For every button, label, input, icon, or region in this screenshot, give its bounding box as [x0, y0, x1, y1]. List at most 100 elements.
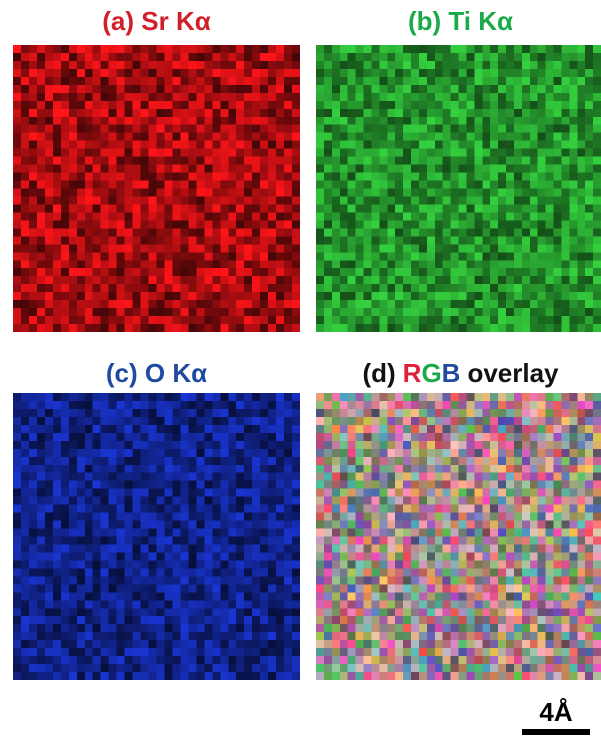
map-pixel	[228, 457, 236, 465]
map-pixel	[316, 141, 324, 149]
map-pixel	[117, 165, 125, 173]
map-pixel	[77, 85, 85, 93]
map-pixel	[474, 529, 482, 537]
map-pixel	[172, 109, 180, 117]
map-pixel	[29, 393, 37, 401]
map-pixel	[593, 133, 601, 141]
map-pixel	[427, 584, 435, 592]
map-pixel	[371, 85, 379, 93]
map-pixel	[364, 196, 372, 204]
map-pixel	[546, 316, 554, 324]
map-pixel	[69, 292, 77, 300]
map-pixel	[37, 69, 45, 77]
map-pixel	[53, 77, 61, 85]
map-pixel	[474, 537, 482, 545]
map-pixel	[395, 117, 403, 125]
map-pixel	[395, 521, 403, 529]
map-pixel	[490, 93, 498, 101]
map-pixel	[276, 497, 284, 505]
map-pixel	[101, 212, 109, 220]
map-pixel	[212, 560, 220, 568]
map-pixel	[93, 616, 101, 624]
map-pixel	[125, 672, 133, 680]
map-pixel	[435, 93, 443, 101]
map-pixel	[395, 252, 403, 260]
map-pixel	[593, 616, 601, 624]
map-pixel	[125, 600, 133, 608]
map-pixel	[427, 204, 435, 212]
map-pixel	[13, 417, 21, 425]
map-pixel	[85, 409, 93, 417]
map-pixel	[530, 149, 538, 157]
map-pixel	[69, 276, 77, 284]
map-pixel	[538, 552, 546, 560]
map-pixel	[29, 260, 37, 268]
map-pixel	[490, 236, 498, 244]
map-pixel	[443, 544, 451, 552]
map-pixel	[395, 513, 403, 521]
map-pixel	[514, 417, 522, 425]
map-pixel	[284, 401, 292, 409]
map-pixel	[490, 441, 498, 449]
map-pixel	[435, 276, 443, 284]
map-pixel	[204, 93, 212, 101]
map-pixel	[356, 69, 364, 77]
map-pixel	[459, 53, 467, 61]
map-pixel	[93, 513, 101, 521]
map-pixel	[133, 196, 141, 204]
map-pixel	[490, 409, 498, 417]
map-pixel	[85, 181, 93, 189]
map-pixel	[459, 465, 467, 473]
map-pixel	[53, 157, 61, 165]
map-pixel	[61, 473, 69, 481]
map-pixel	[554, 457, 562, 465]
map-pixel	[348, 117, 356, 125]
map-pixel	[117, 497, 125, 505]
map-pixel	[284, 592, 292, 600]
map-pixel	[196, 141, 204, 149]
map-pixel	[451, 433, 459, 441]
map-pixel	[141, 133, 149, 141]
map-pixel	[530, 141, 538, 149]
map-pixel	[244, 608, 252, 616]
map-pixel	[53, 473, 61, 481]
map-pixel	[117, 316, 125, 324]
map-pixel	[125, 212, 133, 220]
map-pixel	[164, 513, 172, 521]
map-pixel	[348, 149, 356, 157]
map-pixel	[276, 141, 284, 149]
map-pixel	[45, 672, 53, 680]
map-pixel	[188, 173, 196, 181]
map-pixel	[85, 101, 93, 109]
map-pixel	[554, 521, 562, 529]
map-pixel	[474, 505, 482, 513]
map-pixel	[45, 640, 53, 648]
map-pixel	[109, 141, 117, 149]
map-pixel	[459, 505, 467, 513]
map-pixel	[196, 212, 204, 220]
map-pixel	[37, 157, 45, 165]
map-pixel	[252, 489, 260, 497]
map-pixel	[356, 624, 364, 632]
map-pixel	[101, 521, 109, 529]
map-pixel	[585, 252, 593, 260]
map-pixel	[157, 125, 165, 133]
map-pixel	[268, 260, 276, 268]
map-pixel	[260, 584, 268, 592]
map-pixel	[244, 212, 252, 220]
map-pixel	[474, 616, 482, 624]
map-pixel	[172, 165, 180, 173]
map-pixel	[45, 616, 53, 624]
map-pixel	[427, 505, 435, 513]
map-pixel	[292, 173, 300, 181]
map-pixel	[490, 173, 498, 181]
map-pixel	[403, 568, 411, 576]
map-pixel	[13, 576, 21, 584]
map-pixel	[379, 433, 387, 441]
map-pixel	[101, 117, 109, 125]
map-pixel	[538, 608, 546, 616]
map-pixel	[196, 449, 204, 457]
map-pixel	[276, 568, 284, 576]
map-pixel	[459, 544, 467, 552]
map-pixel	[164, 592, 172, 600]
